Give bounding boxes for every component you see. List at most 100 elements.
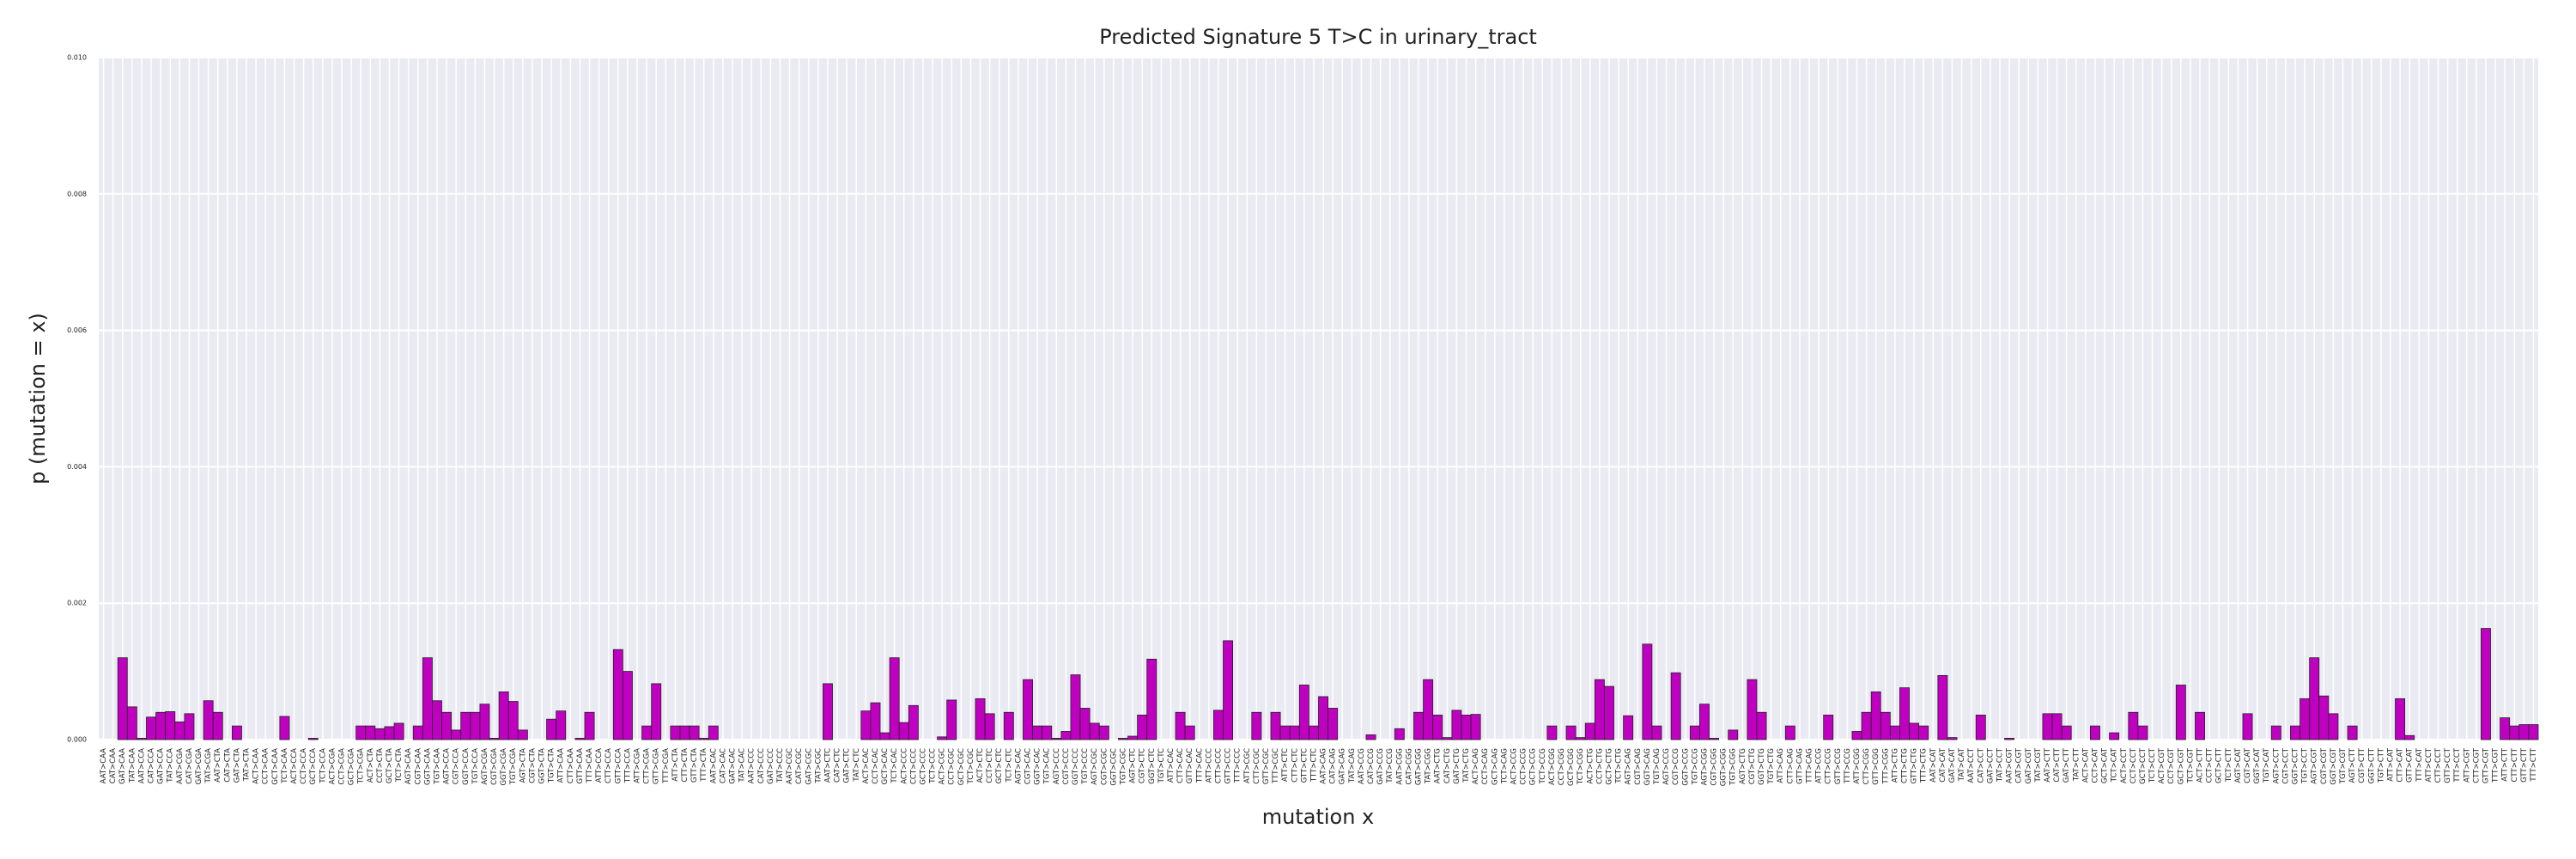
bar <box>1309 725 1319 740</box>
x-tick-label: GGT>CCA <box>462 748 471 785</box>
x-tick-label: CCT>CAG <box>1481 748 1490 784</box>
x-tick-label: ACT>CTA <box>367 748 375 783</box>
bar <box>517 729 528 740</box>
x-tick-label: TGT>CAC <box>1043 748 1052 784</box>
x-tick-label: GAT>CGA <box>195 748 204 785</box>
bar <box>1089 722 1100 740</box>
x-tick-label: TTT>CGC <box>1272 748 1280 784</box>
x-tick-label: GGT>CAT <box>2253 747 2262 783</box>
x-tick-label: GGT>CCT <box>2292 747 2300 784</box>
x-tick-label: GAT>CCC <box>767 748 775 784</box>
x-tick-label: TGT>CGA <box>509 748 518 785</box>
x-tick-label: CCT>CAC <box>872 748 880 784</box>
bar <box>823 683 833 740</box>
x-tick-label: TAT>CAG <box>1348 748 1357 783</box>
x-tick-label: CGT>CGC <box>1100 748 1109 785</box>
x-tick-label: CCT>CGC <box>948 748 957 785</box>
bar <box>2270 725 2281 740</box>
bar <box>2528 724 2539 740</box>
bar <box>1270 711 1281 740</box>
x-tick-label: AGT>CTG <box>1739 748 1747 784</box>
bar <box>1918 725 1929 740</box>
bar <box>556 710 567 740</box>
x-tick-label: TAT>CGG <box>1425 748 1433 784</box>
bar <box>1060 731 1072 740</box>
bar <box>1146 658 1157 740</box>
bar <box>1699 704 1710 740</box>
x-tick-label: TAT>CTC <box>853 748 861 783</box>
x-tick-label: GGT>CGG <box>1720 748 1728 786</box>
x-tick-label: CCT>CAT <box>2091 747 2099 783</box>
x-tick-label: GGT>CTT <box>2367 747 2376 783</box>
x-tick-label: ACT>CGT <box>2158 747 2166 783</box>
bar <box>203 700 214 740</box>
x-tick-label: GGT>CGT <box>2330 747 2338 784</box>
bar <box>451 729 462 740</box>
x-tick-label: AAT>CAT <box>1929 747 1938 783</box>
x-tick-label: CGT>CAC <box>1024 748 1033 784</box>
x-tick-label: AGT>CTT <box>2348 747 2357 783</box>
x-tick-label: CTT>CGA <box>643 748 652 784</box>
x-tick-label: TTT>CGA <box>662 748 671 784</box>
x-tick-label: AAT>CGG <box>1395 748 1404 785</box>
x-tick-label: CCT>CCG <box>1520 748 1528 785</box>
x-tick-label: AGT>CAA <box>404 748 413 784</box>
x-tick-label: GCT>CAA <box>271 748 280 785</box>
x-tick-label: CGT>CTT <box>2358 747 2366 783</box>
bar <box>2347 725 2358 740</box>
bar <box>2481 628 2491 740</box>
x-tick-label: CAT>CGG <box>1405 748 1413 785</box>
x-tick-label: GGT>CTA <box>538 748 547 784</box>
bar <box>498 691 509 740</box>
bar <box>1442 737 1453 740</box>
bar <box>946 699 957 740</box>
x-tick-label: AGT>CCA <box>443 748 452 784</box>
x-tick-label: ATT>CGC <box>1243 748 1252 783</box>
x-tick-label: TCT>CCT <box>2148 747 2157 783</box>
x-tick-label: TTT>CGT <box>2492 747 2500 783</box>
bar <box>1623 715 1634 740</box>
bar <box>908 704 919 740</box>
x-tick-label: ATT>CCG <box>1815 748 1824 783</box>
bar <box>860 710 872 740</box>
x-tick-label: TAT>CAC <box>738 748 747 783</box>
bar <box>1909 722 1920 740</box>
bar <box>1975 715 1986 740</box>
x-tick-label: CTT>CGT <box>2472 747 2481 783</box>
bar <box>1651 725 1662 740</box>
bar <box>1413 711 1424 740</box>
x-tick-label: ATT>CTG <box>1891 748 1899 783</box>
bar <box>2051 713 2063 740</box>
bar <box>1432 715 1443 740</box>
x-tick-label: GAT>CGC <box>805 748 813 785</box>
x-tick-label: AAT>CAA <box>100 748 108 784</box>
x-tick-label: GAT>CAT <box>1948 747 1957 783</box>
bar <box>689 725 700 740</box>
bar <box>2042 713 2053 740</box>
bar <box>2109 732 2120 740</box>
x-tick-label: AGT>CAG <box>1625 748 1633 784</box>
plot-background <box>99 58 2538 740</box>
x-tick-label: TCT>CAG <box>1500 748 1509 784</box>
bar <box>422 657 433 740</box>
bar <box>2061 725 2072 740</box>
x-tick-label: CAT>CTG <box>1443 748 1452 783</box>
bar <box>1137 715 1148 740</box>
bar <box>1032 725 1043 740</box>
bar <box>1823 715 1834 740</box>
x-tick-label: CAT>CAA <box>109 748 118 783</box>
x-tick-label: TGT>CAG <box>1653 748 1662 785</box>
bar <box>2137 725 2148 740</box>
bar <box>174 721 185 740</box>
x-tick-label: CCT>CGA <box>337 748 346 785</box>
x-tick-label: GGT>CAC <box>1034 748 1042 785</box>
x-tick-label: GTT>CCA <box>614 748 623 784</box>
x-tick-label: GAT>CAG <box>1339 748 1347 784</box>
bar <box>612 649 623 740</box>
bar <box>307 738 319 740</box>
bars <box>117 628 2539 740</box>
x-tick-label: TCT>CTG <box>1615 748 1624 784</box>
bar <box>1604 685 1614 740</box>
x-tick-label: CCT>CAA <box>262 748 270 784</box>
x-tick-label: GCT>CCG <box>1529 748 1538 785</box>
